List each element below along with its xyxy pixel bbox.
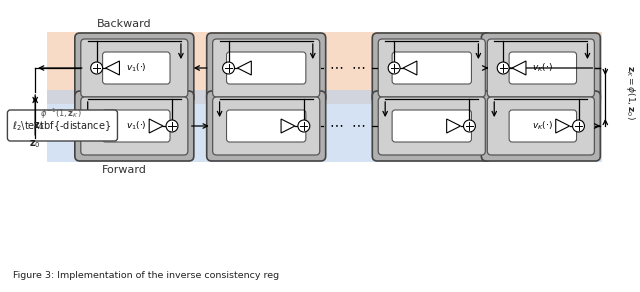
FancyBboxPatch shape: [227, 52, 306, 84]
FancyBboxPatch shape: [75, 33, 194, 103]
Text: $\mathbf{z}_K = \phi(1,\mathbf{z}_0)$: $\mathbf{z}_K = \phi(1,\mathbf{z}_0)$: [623, 65, 637, 119]
Polygon shape: [512, 61, 526, 75]
FancyBboxPatch shape: [212, 97, 320, 155]
Polygon shape: [106, 61, 120, 75]
FancyBboxPatch shape: [487, 97, 595, 155]
FancyBboxPatch shape: [207, 91, 326, 161]
Circle shape: [388, 62, 400, 74]
FancyBboxPatch shape: [509, 110, 577, 142]
FancyBboxPatch shape: [81, 97, 188, 155]
Polygon shape: [149, 119, 163, 133]
Polygon shape: [556, 119, 570, 133]
Text: $\ell_2$\textbf{-distance}: $\ell_2$\textbf{-distance}: [12, 119, 111, 133]
Circle shape: [463, 120, 476, 132]
FancyBboxPatch shape: [372, 91, 492, 161]
Polygon shape: [281, 119, 295, 133]
FancyBboxPatch shape: [392, 110, 472, 142]
Text: $\mathbf{z}_0$: $\mathbf{z}_0$: [29, 138, 41, 150]
Circle shape: [497, 62, 509, 74]
Circle shape: [298, 120, 310, 132]
Text: $\cdots$  $\cdots$: $\cdots$ $\cdots$: [329, 119, 366, 133]
Text: $v_K(\cdot)$: $v_K(\cdot)$: [532, 120, 553, 132]
Polygon shape: [403, 61, 417, 75]
FancyBboxPatch shape: [102, 110, 170, 142]
FancyBboxPatch shape: [378, 39, 485, 97]
Text: $\cdots$  $\cdots$: $\cdots$ $\cdots$: [329, 61, 366, 75]
Text: Figure 3: Implementation of the inverse consistency reg: Figure 3: Implementation of the inverse …: [13, 272, 280, 281]
FancyBboxPatch shape: [487, 39, 595, 97]
Text: $\mathbf{z}_0$: $\mathbf{z}_0$: [33, 120, 45, 132]
FancyBboxPatch shape: [102, 52, 170, 84]
Text: Backward: Backward: [97, 19, 152, 29]
Circle shape: [91, 62, 102, 74]
FancyBboxPatch shape: [212, 39, 320, 97]
Text: Forward: Forward: [102, 165, 147, 175]
Text: $\phi^{-1}(1, \mathbf{z}_K)$: $\phi^{-1}(1, \mathbf{z}_K)$: [40, 107, 82, 121]
Circle shape: [166, 120, 178, 132]
Circle shape: [573, 120, 584, 132]
FancyBboxPatch shape: [481, 33, 600, 103]
Text: $v_K(\cdot)$: $v_K(\cdot)$: [532, 62, 553, 74]
Polygon shape: [237, 61, 252, 75]
FancyBboxPatch shape: [227, 110, 306, 142]
FancyBboxPatch shape: [81, 39, 188, 97]
Circle shape: [223, 62, 234, 74]
FancyBboxPatch shape: [8, 110, 118, 141]
FancyBboxPatch shape: [47, 32, 602, 104]
FancyBboxPatch shape: [481, 91, 600, 161]
Polygon shape: [447, 119, 461, 133]
Text: $v_1(\cdot)$: $v_1(\cdot)$: [126, 120, 147, 132]
FancyBboxPatch shape: [207, 33, 326, 103]
FancyBboxPatch shape: [509, 52, 577, 84]
FancyBboxPatch shape: [372, 33, 492, 103]
FancyBboxPatch shape: [378, 97, 485, 155]
Text: $v_1(\cdot)$: $v_1(\cdot)$: [126, 62, 147, 74]
FancyBboxPatch shape: [392, 52, 472, 84]
FancyBboxPatch shape: [47, 90, 602, 162]
FancyBboxPatch shape: [75, 91, 194, 161]
